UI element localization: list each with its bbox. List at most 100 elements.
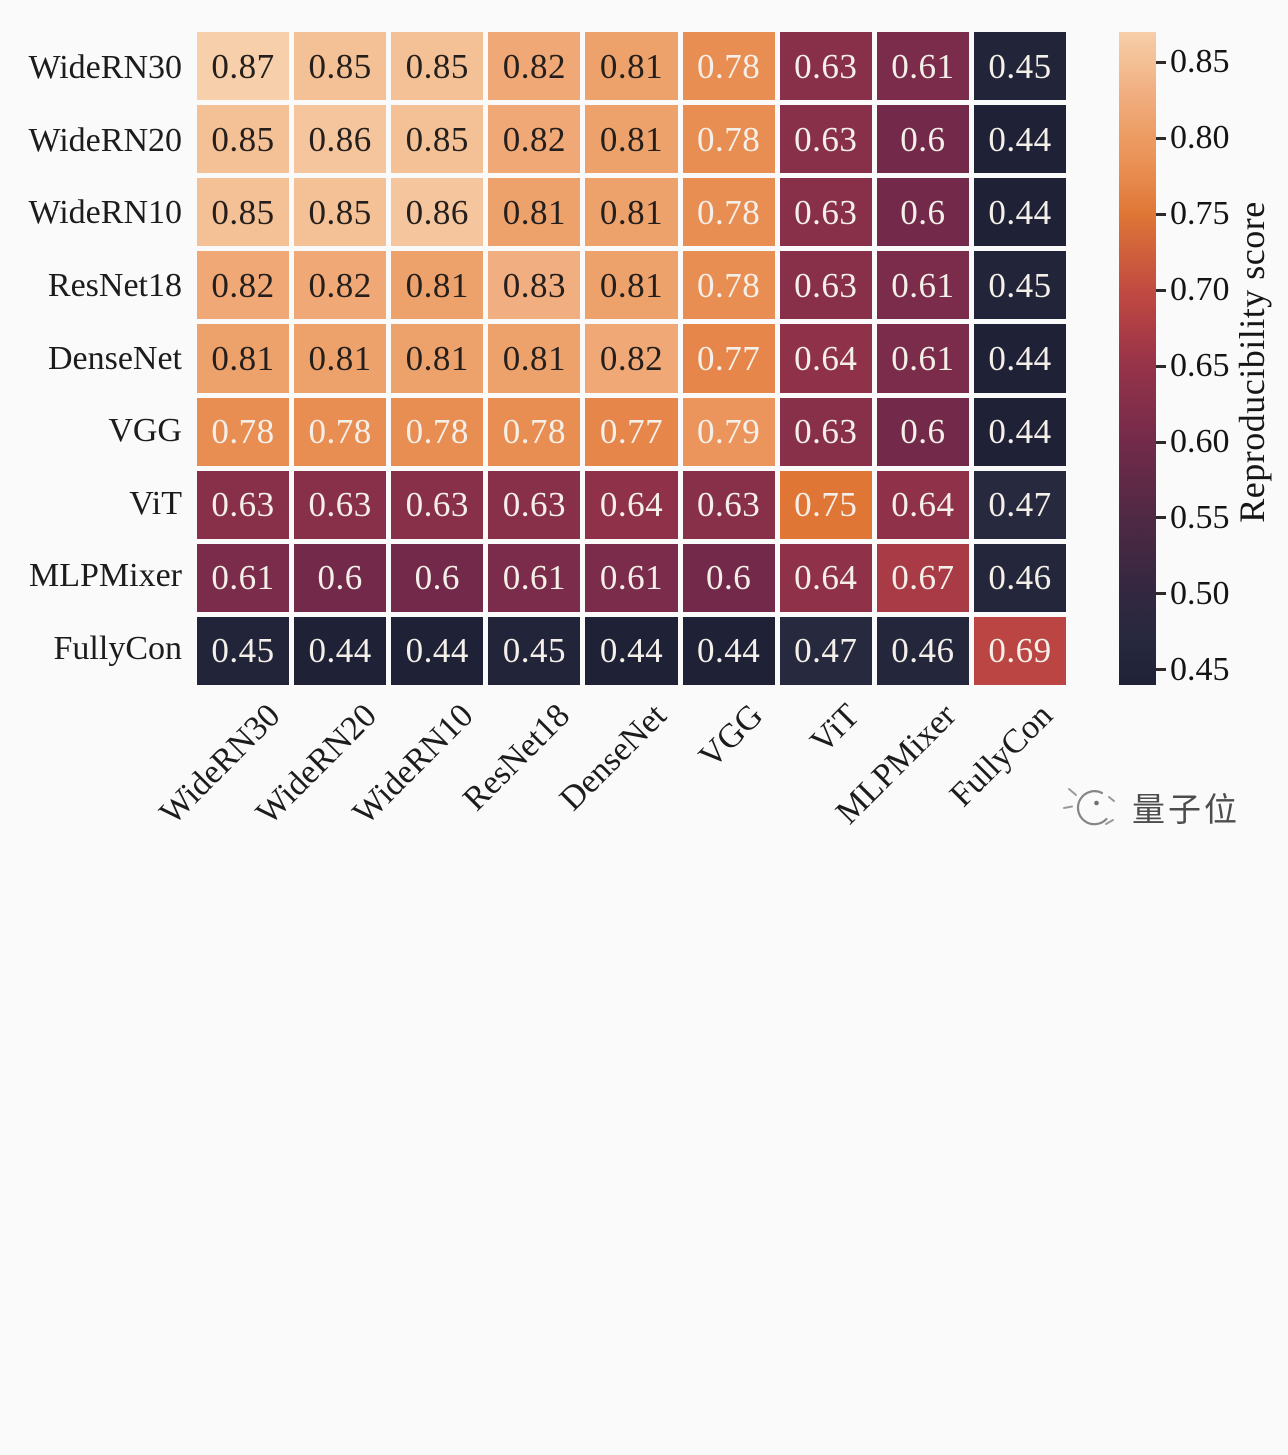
heatmap-cell: 0.44 (682, 616, 775, 685)
heatmap-cell: 0.47 (973, 470, 1066, 539)
colorbar-tick (1156, 592, 1166, 596)
y-tick-label: VGG (108, 412, 182, 450)
heatmap-cell: 0.46 (876, 616, 969, 685)
heatmap-cell: 0.67 (876, 543, 969, 612)
heatmap-cell: 0.6 (876, 397, 969, 466)
colorbar-tick-label: 0.45 (1170, 650, 1230, 688)
heatmap-cell: 0.83 (488, 251, 581, 320)
heatmap-cell: 0.75 (779, 470, 872, 539)
colorbar-tick-label: 0.80 (1170, 119, 1230, 157)
heatmap-cell: 0.85 (391, 105, 484, 174)
heatmap-cell: 0.61 (876, 251, 969, 320)
heatmap-cell: 0.77 (682, 324, 775, 393)
colorbar-tick (1156, 440, 1166, 444)
y-tick-label: FullyCon (53, 629, 182, 667)
colorbar-tick (1156, 60, 1166, 64)
heatmap-cell: 0.86 (294, 105, 387, 174)
colorbar-tick (1156, 288, 1166, 292)
heatmap-cell: 0.81 (197, 324, 290, 393)
heatmap-cell: 0.82 (488, 105, 581, 174)
heatmap-cell: 0.44 (973, 178, 1066, 247)
heatmap-cell: 0.6 (876, 178, 969, 247)
heatmap-cell: 0.64 (585, 470, 678, 539)
heatmap-cell: 0.46 (973, 543, 1066, 612)
heatmap-cell: 0.63 (682, 470, 775, 539)
heatmap-cell: 0.64 (876, 470, 969, 539)
heatmap-cell: 0.45 (973, 251, 1066, 320)
heatmap-cell: 0.77 (585, 397, 678, 466)
y-tick-label: WideRN30 (28, 49, 183, 87)
heatmap-cell: 0.85 (197, 105, 290, 174)
colorbar-tick-label: 0.70 (1170, 271, 1230, 309)
heatmap-cell: 0.61 (488, 543, 581, 612)
heatmap-cell: 0.79 (682, 397, 775, 466)
colorbar-tick-label: 0.55 (1170, 498, 1230, 536)
heatmap-cell: 0.81 (488, 178, 581, 247)
colorbar-gradient (1119, 32, 1156, 685)
heatmap-cell: 0.63 (488, 470, 581, 539)
heatmap-cell: 0.81 (488, 324, 581, 393)
colorbar-tick (1156, 212, 1166, 216)
colorbar-tick-label: 0.60 (1170, 423, 1230, 461)
heatmap-cell: 0.81 (585, 251, 678, 320)
heatmap-cell: 0.44 (294, 616, 387, 685)
y-tick-label: DenseNet (47, 339, 182, 377)
heatmap-cell: 0.63 (779, 397, 872, 466)
sketch-mascot-icon (1063, 788, 1115, 826)
heatmap-cell: 0.6 (294, 543, 387, 612)
heatmap-cell: 0.63 (294, 470, 387, 539)
heatmap-cell: 0.81 (585, 32, 678, 101)
heatmap-cell: 0.86 (391, 178, 484, 247)
heatmap-cell: 0.63 (779, 32, 872, 101)
heatmap-cell: 0.82 (294, 251, 387, 320)
heatmap-cell: 0.81 (391, 251, 484, 320)
heatmap-cell: 0.81 (585, 105, 678, 174)
heatmap-cell: 0.78 (488, 397, 581, 466)
heatmap-cell: 0.78 (294, 397, 387, 466)
heatmap-cell: 0.6 (391, 543, 484, 612)
heatmap-cell: 0.87 (197, 32, 290, 101)
heatmap-cell: 0.45 (973, 32, 1066, 101)
heatmap-cell: 0.44 (973, 105, 1066, 174)
heatmap-cell: 0.63 (779, 105, 872, 174)
heatmap-cell: 0.6 (876, 105, 969, 174)
heatmap-cell: 0.64 (779, 543, 872, 612)
heatmap-cell: 0.78 (682, 178, 775, 247)
watermark-text: 量子位 (1132, 793, 1240, 829)
heatmap-cell: 0.85 (197, 178, 290, 247)
heatmap-cell: 0.63 (779, 178, 872, 247)
colorbar-tick-label: 0.50 (1170, 574, 1230, 612)
colorbar-tick-label: 0.65 (1170, 347, 1230, 385)
colorbar-tick (1156, 668, 1166, 672)
heatmap-cell: 0.63 (197, 470, 290, 539)
heatmap-grid: 0.87 0.85 0.85 0.82 0.81 0.78 0.63 0.61 0.45 0.85… (197, 32, 1066, 685)
heatmap-cell: 0.85 (294, 178, 387, 247)
y-tick-label: WideRN10 (28, 194, 183, 232)
heatmap-cell: 0.63 (779, 251, 872, 320)
heatmap-cell: 0.81 (294, 324, 387, 393)
y-tick-label: ViT (129, 484, 182, 522)
heatmap-cell: 0.63 (391, 470, 484, 539)
heatmap-cell: 0.61 (585, 543, 678, 612)
heatmap-figure: 0.87 0.85 0.85 0.82 0.81 0.78 0.63 0.61 0.45 0.85… (28, 32, 1272, 832)
colorbar-tick (1156, 516, 1166, 520)
colorbar-tick-label: 0.75 (1170, 195, 1230, 233)
colorbar-tick (1156, 364, 1166, 368)
y-tick-label: MLPMixer (29, 557, 182, 595)
heatmap-cell: 0.78 (197, 397, 290, 466)
heatmap-cell: 0.44 (391, 616, 484, 685)
heatmap-cell: 0.82 (197, 251, 290, 320)
heatmap-cell: 0.82 (488, 32, 581, 101)
heatmap-cell: 0.44 (973, 397, 1066, 466)
heatmap-cell: 0.44 (585, 616, 678, 685)
heatmap-cell: 0.64 (779, 324, 872, 393)
heatmap-cell: 0.61 (197, 543, 290, 612)
heatmap-cell: 0.78 (391, 397, 484, 466)
heatmap-cell: 0.61 (876, 32, 969, 101)
colorbar-axis-label: Reproducibility score (1232, 201, 1272, 523)
watermark: 量子位 (1062, 783, 1240, 831)
heatmap-cell: 0.45 (488, 616, 581, 685)
heatmap-cell: 0.81 (391, 324, 484, 393)
y-tick-label: ResNet18 (47, 266, 182, 304)
heatmap-cell: 0.47 (779, 616, 872, 685)
